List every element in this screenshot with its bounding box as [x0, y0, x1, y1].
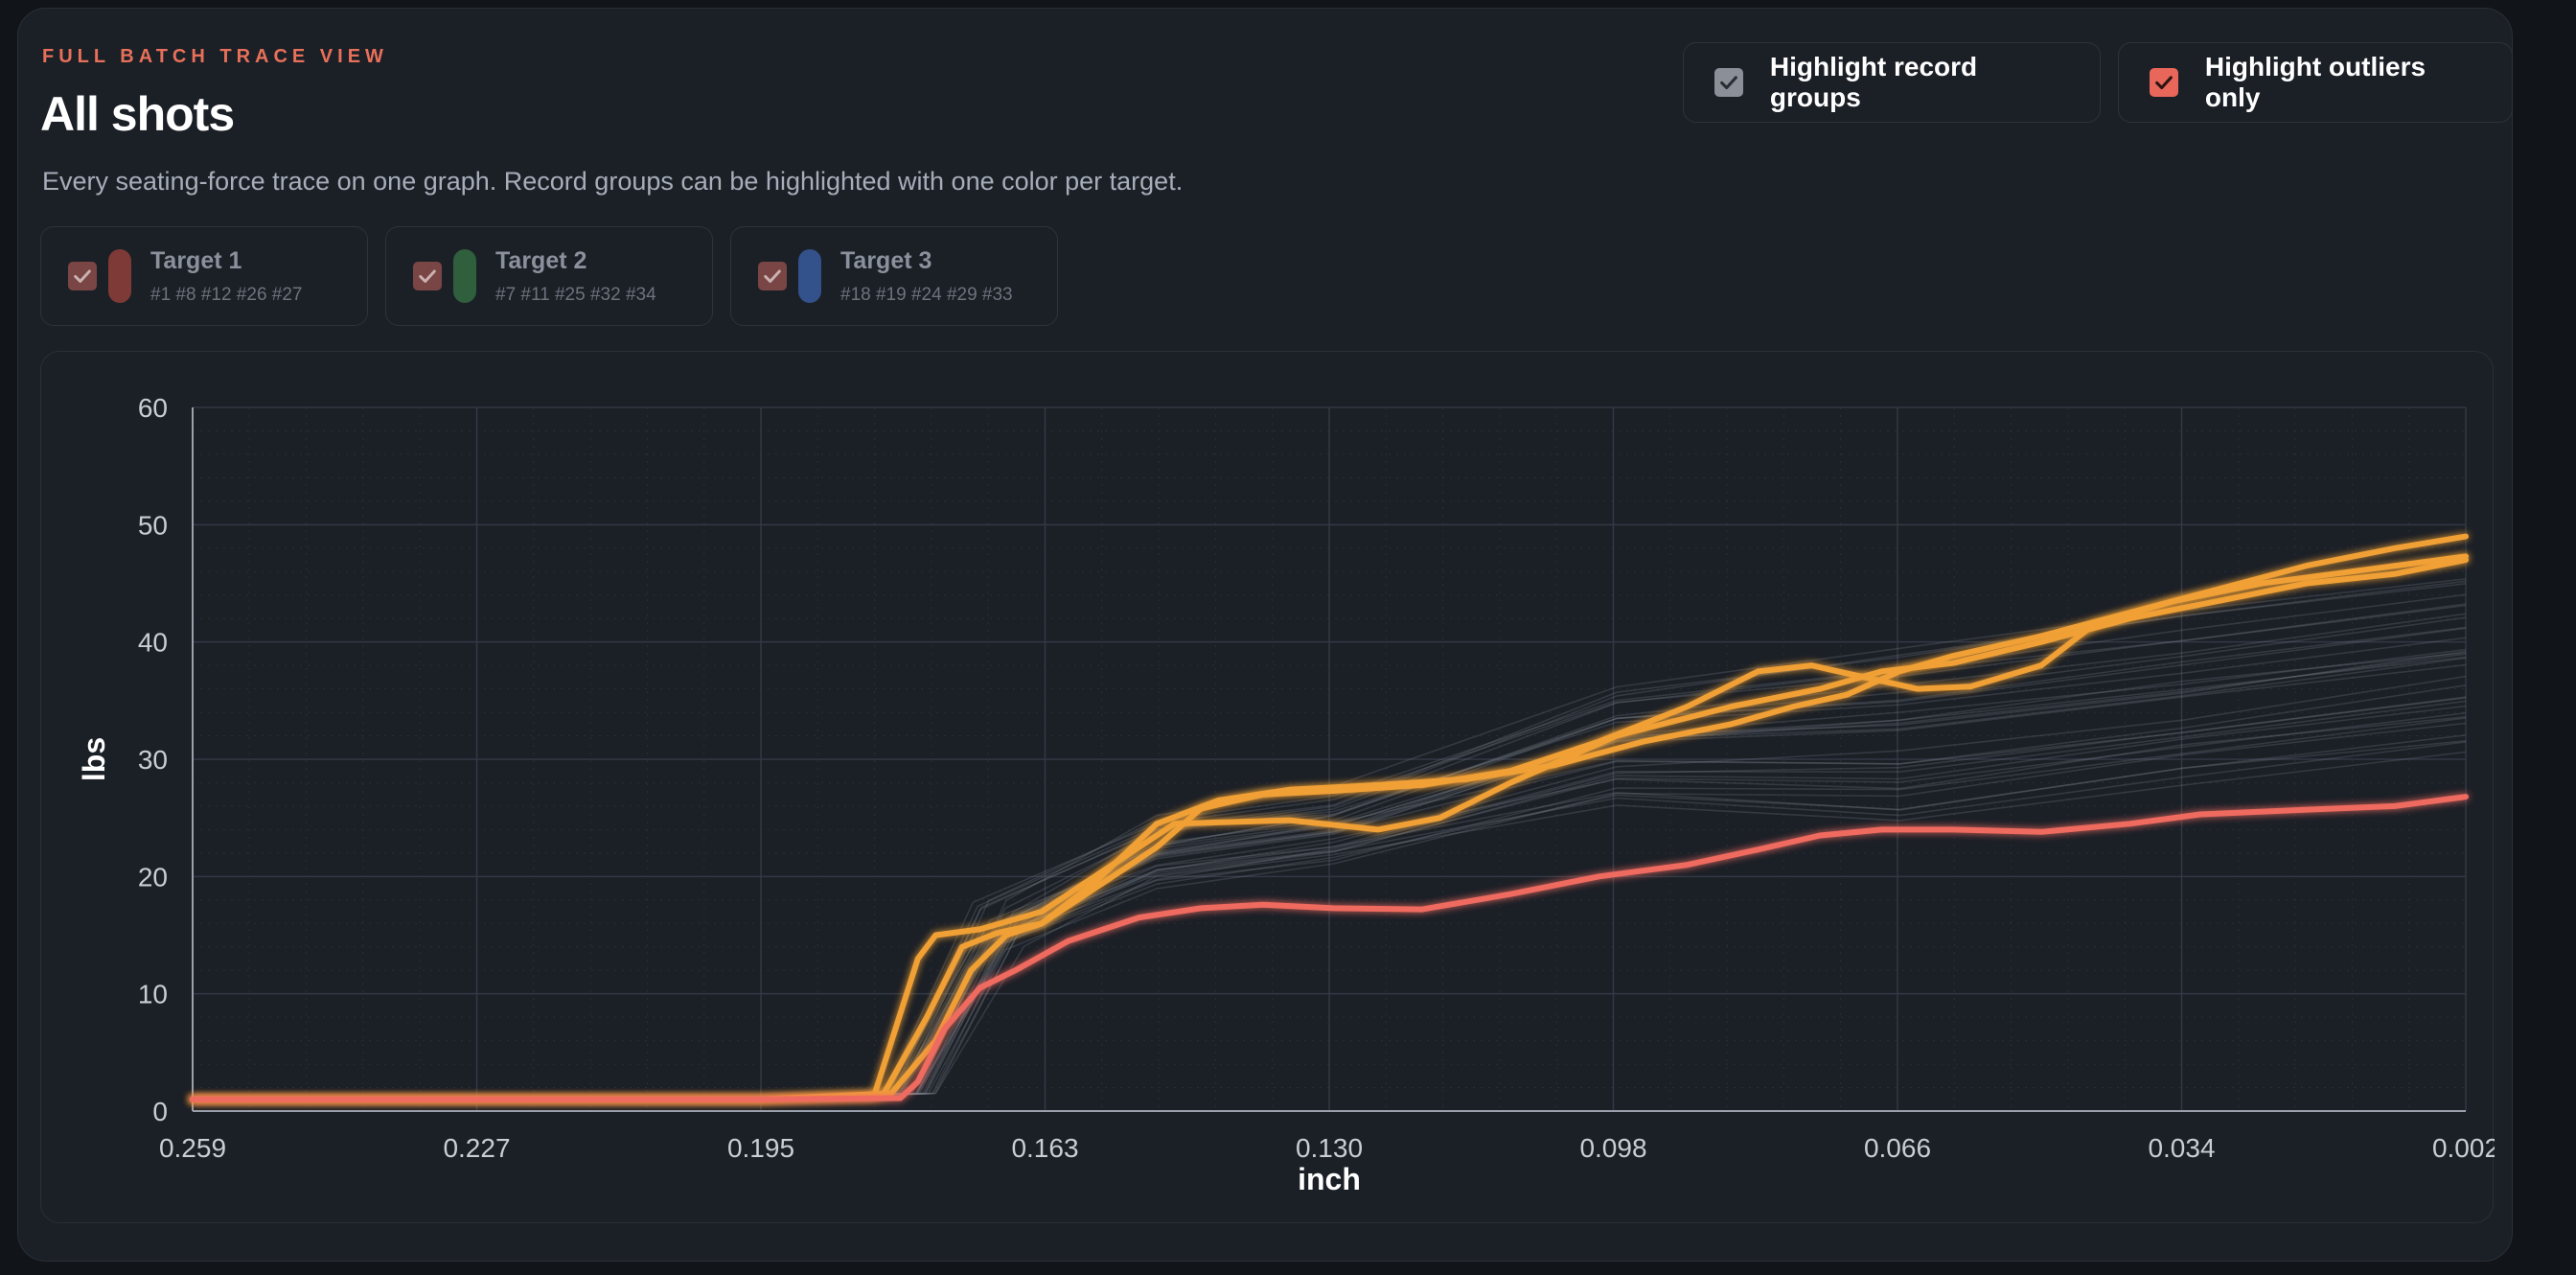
- x-tick-label: 0.259: [159, 1133, 226, 1163]
- x-tick-label: 0.034: [2148, 1133, 2215, 1163]
- checkbox-checked-icon[interactable]: [1714, 68, 1743, 97]
- y-tick-label: 30: [138, 745, 168, 775]
- y-tick-label: 50: [138, 510, 168, 540]
- x-axis-label: inch: [1298, 1162, 1361, 1196]
- x-tick-label: 0.195: [727, 1133, 794, 1163]
- checkbox-checked-icon[interactable]: [413, 262, 442, 290]
- highlight-trace: [190, 533, 2469, 1102]
- checkbox-checked-icon[interactable]: [2150, 68, 2178, 97]
- x-tick-label: 0.130: [1296, 1133, 1363, 1163]
- target-shots: #7 #11 #25 #32 #34: [495, 284, 656, 305]
- target-group-card[interactable]: Target 3 #18 #19 #24 #29 #33: [730, 226, 1058, 326]
- force-trace-chart: 0.259 0.227 0.195 0.163 0.130 0.098 0.066 0.034…: [77, 393, 2495, 1196]
- target-group-card[interactable]: Target 1 #1 #8 #12 #26 #27: [40, 226, 368, 326]
- target-group-list: Target 1 #1 #8 #12 #26 #27 Target 2 #7 #…: [40, 226, 1058, 326]
- color-swatch: [798, 249, 821, 303]
- highlight-record-groups-toggle[interactable]: Highlight record groups: [1683, 42, 2101, 123]
- checkbox-checked-icon[interactable]: [758, 262, 787, 290]
- target-shots: #1 #8 #12 #26 #27: [150, 284, 303, 305]
- target-group-card[interactable]: Target 2 #7 #11 #25 #32 #34: [385, 226, 713, 326]
- checkbox-checked-icon[interactable]: [68, 262, 97, 290]
- toggle-label: Highlight record groups: [1769, 52, 1978, 112]
- outlier-trace: [190, 794, 2469, 1102]
- color-swatch: [108, 249, 131, 303]
- page-title: All shots: [40, 87, 235, 141]
- x-tick-label: 0.066: [1864, 1133, 1931, 1163]
- target-shots: #18 #19 #24 #29 #33: [840, 284, 1013, 305]
- toggle-label: Highlight outliers only: [2204, 52, 2426, 112]
- x-tick-label: 0.002: [2432, 1133, 2495, 1163]
- y-tick-label: 10: [138, 980, 168, 1009]
- y-axis-label: lbs: [77, 737, 111, 781]
- target-name: Target 2: [495, 246, 587, 274]
- x-tick-label: 0.227: [443, 1133, 510, 1163]
- target-name: Target 3: [840, 246, 932, 274]
- x-tick-label: 0.163: [1011, 1133, 1078, 1163]
- section-eyebrow: FULL BATCH TRACE VIEW: [42, 46, 388, 67]
- highlight-outliers-only-toggle[interactable]: Highlight outliers only: [2118, 42, 2513, 123]
- chart-container: 0.259 0.227 0.195 0.163 0.130 0.098 0.066 0.034…: [40, 351, 2495, 1223]
- color-swatch: [453, 249, 476, 303]
- y-tick-label: 60: [138, 393, 168, 423]
- y-tick-label: 20: [138, 862, 168, 892]
- target-name: Target 1: [150, 246, 242, 274]
- x-tick-label: 0.098: [1579, 1133, 1646, 1163]
- y-tick-label: 0: [152, 1097, 168, 1126]
- highlight-trace: [190, 557, 2469, 1102]
- y-tick-label: 40: [138, 628, 168, 658]
- page-subtitle: Every seating-force trace on one graph. …: [42, 167, 1184, 196]
